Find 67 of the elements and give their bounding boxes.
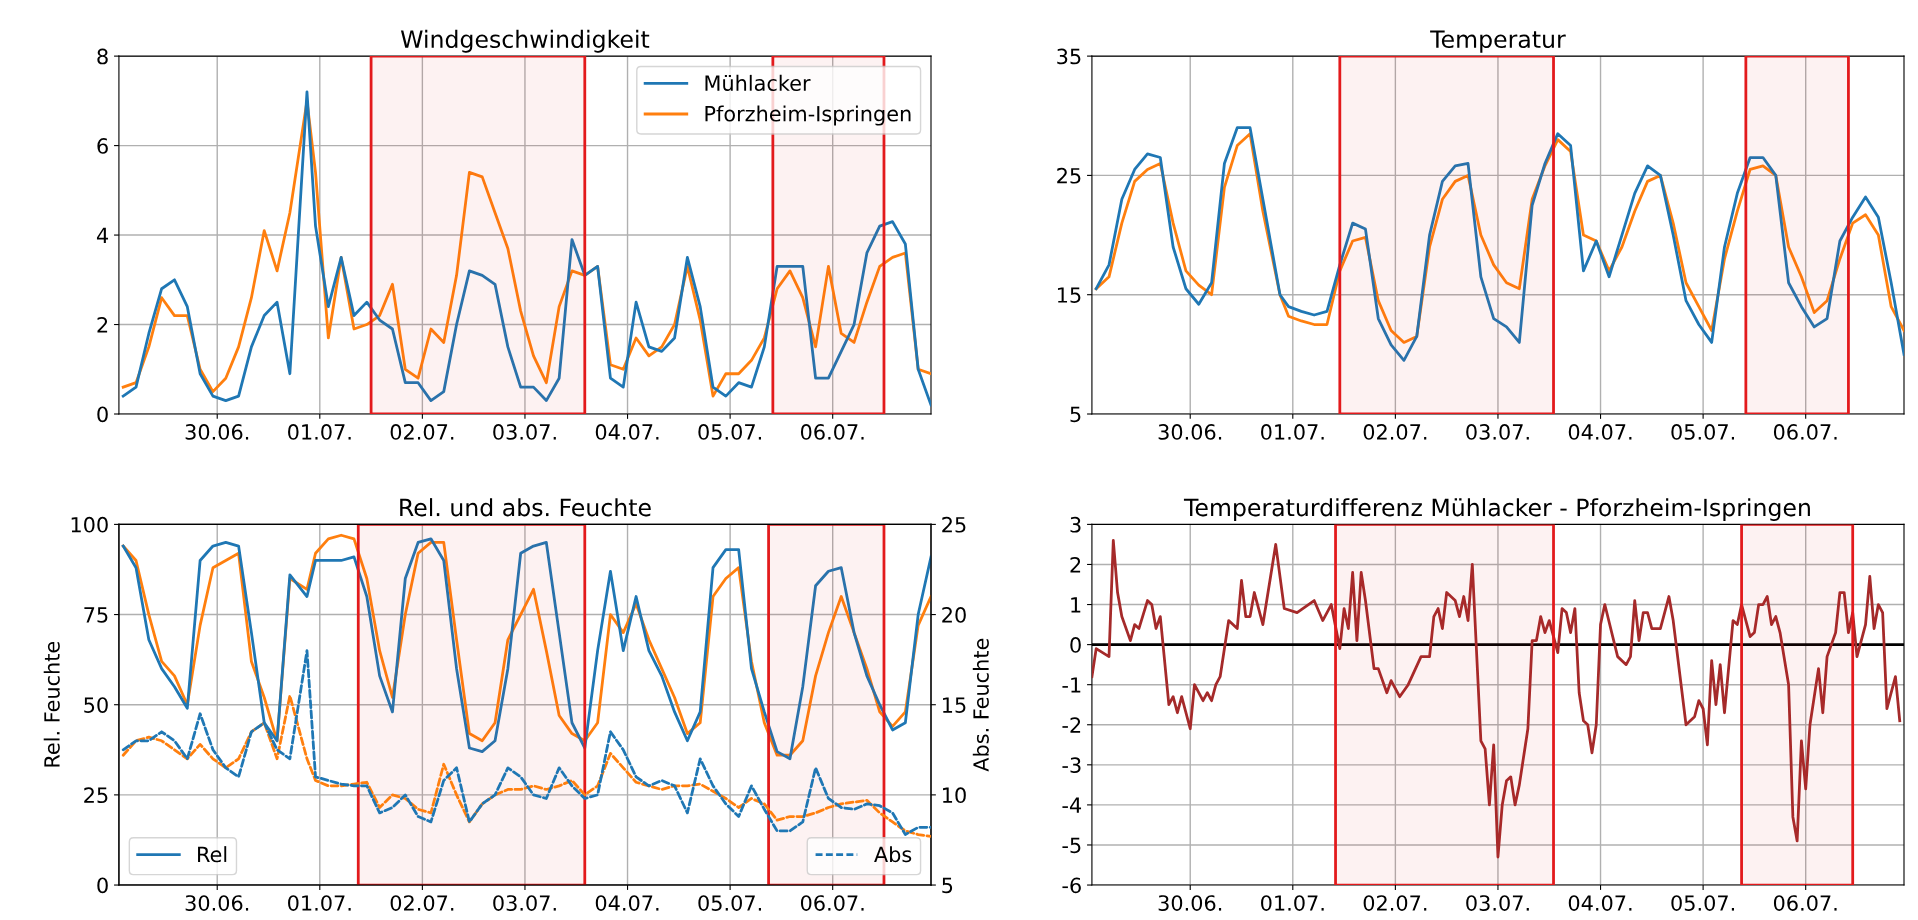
y-tick-label: 1 bbox=[1071, 597, 1081, 613]
y-tick-label: 0 bbox=[97, 877, 108, 894]
legend-label: Rel bbox=[198, 846, 227, 863]
y-tick-label: 35 bbox=[1057, 48, 1081, 65]
y-tick-label: 3 bbox=[1070, 516, 1081, 533]
y-tick-label: 25 bbox=[84, 787, 108, 804]
x-tick-label: 06.07. bbox=[800, 424, 864, 440]
x-tick-label: 04.07. bbox=[1568, 895, 1632, 911]
x-tick-label: 03.07. bbox=[493, 424, 556, 440]
y-tick-label: 4 bbox=[96, 227, 109, 243]
x-tick-label: 03.07. bbox=[1466, 424, 1529, 440]
x-tick-label: 02.07. bbox=[1363, 424, 1427, 440]
x-tick-label: 04.07. bbox=[595, 424, 659, 440]
y-axis-title: Rel. Feuchte bbox=[43, 641, 60, 767]
x-tick-label: 05.07. bbox=[698, 895, 761, 911]
y-tick-label: 25 bbox=[1057, 167, 1081, 184]
x-tick-label: 30.06. bbox=[185, 424, 249, 440]
x-tick-label: 03.07. bbox=[1466, 895, 1529, 911]
x-tick-label: 04.07. bbox=[595, 895, 659, 911]
x-tick-label: 05.07. bbox=[1671, 895, 1734, 911]
y-tick-label: -1 bbox=[1062, 677, 1081, 693]
legend-label: Mühlacker bbox=[705, 74, 811, 91]
x-tick-label: 06.07. bbox=[800, 895, 864, 911]
y-tick-label: 8 bbox=[97, 48, 108, 65]
chart-title: Temperatur bbox=[1430, 30, 1566, 53]
x-tick-label: 30.06. bbox=[185, 895, 249, 911]
y-tick-label: 0 bbox=[1070, 637, 1081, 653]
x-tick-label: 01.07. bbox=[288, 424, 351, 440]
chart-title: Windgeschwindigkeit bbox=[400, 29, 650, 53]
x-tick-label: 02.07. bbox=[390, 424, 454, 440]
y-tick-label: 0 bbox=[97, 406, 108, 423]
y-tick-label: 75 bbox=[84, 607, 108, 623]
y2-tick-label: 5 bbox=[942, 877, 953, 894]
y2-axis-title: Abs. Feuchte bbox=[972, 638, 989, 772]
y-tick-label: 15 bbox=[1057, 287, 1081, 303]
y2-tick-label: 15 bbox=[943, 697, 966, 713]
x-tick-label: 30.06. bbox=[1158, 895, 1222, 911]
x-tick-label: 06.07. bbox=[1773, 424, 1837, 440]
x-tick-label: 01.07. bbox=[1261, 895, 1324, 911]
y-tick-label: -5 bbox=[1062, 837, 1081, 854]
x-tick-label: 02.07. bbox=[1363, 895, 1427, 911]
y-tick-label: -3 bbox=[1062, 757, 1081, 774]
x-tick-label: 01.07. bbox=[1261, 424, 1324, 440]
x-tick-label: 01.07. bbox=[288, 895, 351, 911]
y2-tick-label: 20 bbox=[942, 607, 966, 623]
y-tick-label: -2 bbox=[1062, 717, 1081, 733]
y-tick-label: -4 bbox=[1062, 797, 1082, 813]
legend-label: Abs bbox=[874, 846, 912, 863]
legend-label: Pforzheim-Ispringen bbox=[705, 105, 911, 126]
y-tick-label: 5 bbox=[1070, 406, 1081, 423]
y2-tick-label: 10 bbox=[943, 787, 966, 804]
x-tick-label: 05.07. bbox=[1671, 424, 1734, 440]
x-tick-label: 06.07. bbox=[1773, 895, 1837, 911]
y-tick-label: -6 bbox=[1062, 877, 1081, 894]
chart-title: Rel. und abs. Feuchte bbox=[400, 498, 651, 517]
chart-title: Temperaturdifferenz Mühlacker - Pforzheim-Ispringen bbox=[1183, 498, 1810, 521]
y-tick-label: 2 bbox=[1070, 556, 1081, 573]
y-tick-label: 2 bbox=[97, 316, 108, 333]
y-tick-label: 6 bbox=[97, 138, 108, 154]
y-tick-label: 50 bbox=[84, 697, 108, 713]
x-tick-label: 04.07. bbox=[1568, 424, 1632, 440]
x-tick-label: 03.07. bbox=[493, 895, 556, 911]
x-tick-label: 30.06. bbox=[1158, 424, 1222, 440]
y-tick-label: 100 bbox=[71, 516, 108, 533]
y2-tick-label: 25 bbox=[942, 516, 966, 533]
x-tick-label: 05.07. bbox=[698, 424, 761, 440]
x-tick-label: 02.07. bbox=[390, 895, 454, 911]
